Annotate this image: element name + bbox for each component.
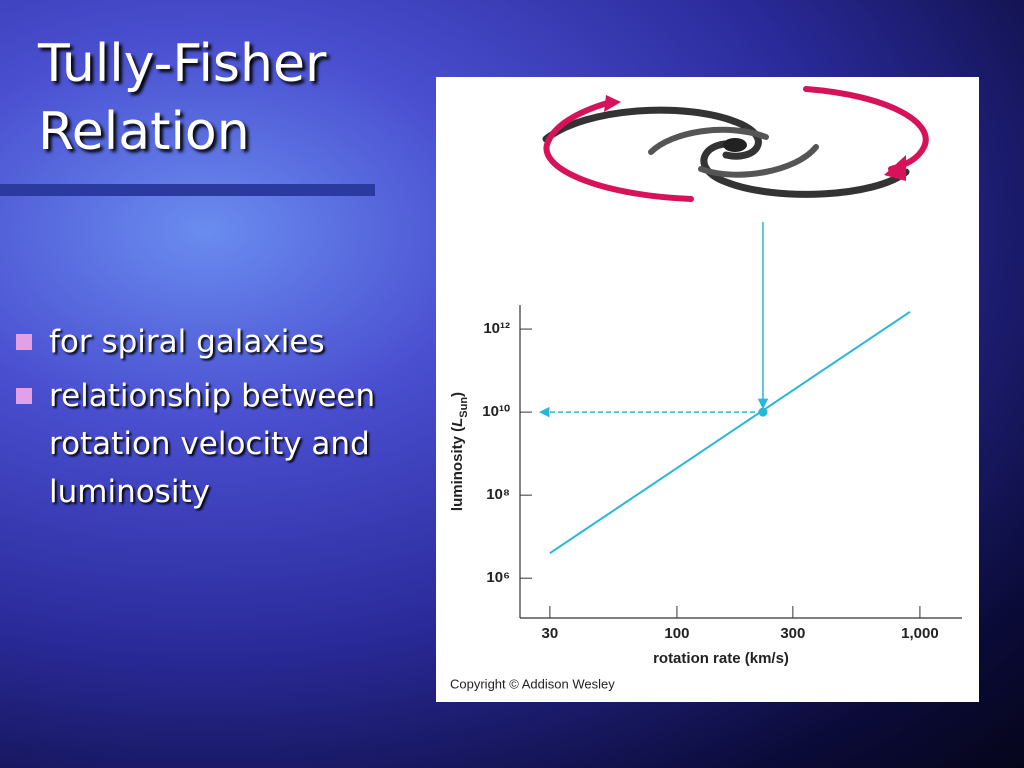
bullet: relationship between rotation velocity a… xyxy=(14,372,424,516)
y-axis-label: luminosity (LSun) xyxy=(449,392,470,511)
y-tick-label: 10¹⁰ xyxy=(482,403,510,420)
title-underline xyxy=(0,184,375,196)
bullet: for spiral galaxies xyxy=(14,318,424,366)
y-tick-label: 10⁶ xyxy=(486,569,510,586)
y-axis-label-part: L xyxy=(449,418,466,427)
galaxy-illustration xyxy=(542,86,929,202)
y-axis-label-part: luminosity ( xyxy=(449,427,466,511)
x-tick-label: 100 xyxy=(664,625,689,642)
x-tick-label: 1,000 xyxy=(901,625,939,642)
y-tick-label: 10⁸ xyxy=(486,486,510,503)
copyright: Copyright © Addison Wesley xyxy=(450,676,615,691)
y-axis-label-part: Sun xyxy=(458,397,470,418)
y-tick-label: 10¹² xyxy=(483,320,510,337)
series-line xyxy=(549,311,911,555)
figure: Copyright © Addison Wesley 30 100 300 1,000… xyxy=(436,77,979,702)
bullet-list: for spiral galaxies relationship between… xyxy=(14,318,424,522)
x-tick-label: 30 xyxy=(542,625,559,642)
slide-title: Tully-Fisher Relation xyxy=(38,34,327,162)
y-axis-label-part: ) xyxy=(449,392,466,397)
x-axis-label: rotation rate (km/s) xyxy=(653,650,789,667)
highlight-point xyxy=(758,407,768,417)
x-tick-label: 300 xyxy=(780,625,805,642)
